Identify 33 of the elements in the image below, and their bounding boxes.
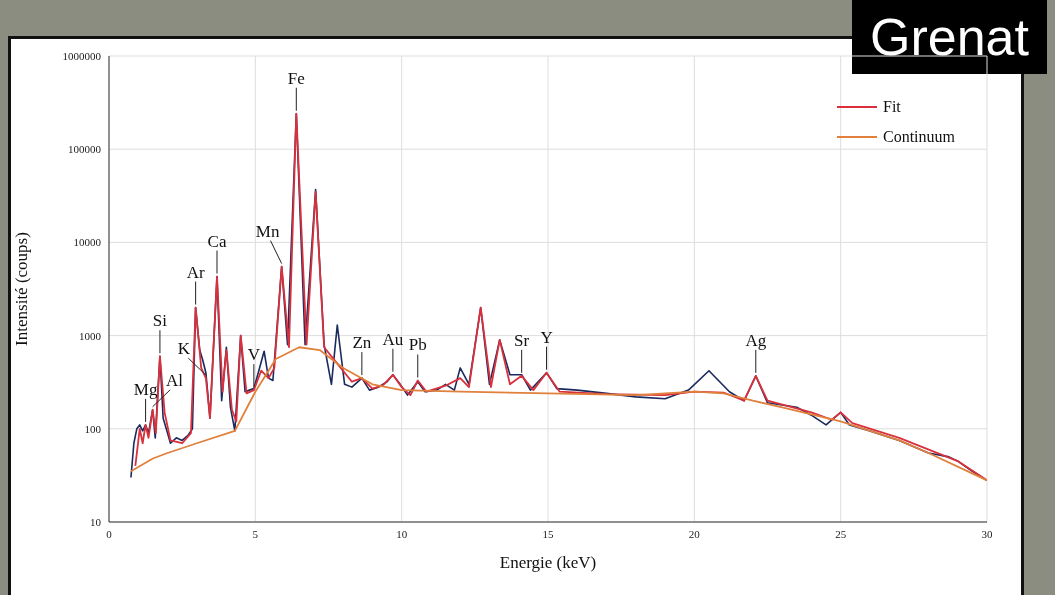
- annotation: Fe: [287, 68, 305, 88]
- x-tick-label: 20: [688, 527, 701, 540]
- annotation: Al: [166, 370, 184, 390]
- annotation: Sr: [514, 330, 530, 350]
- x-tick-label: 25: [835, 527, 847, 540]
- x-tick-label: 5: [252, 527, 259, 540]
- legend-label: Fit: [882, 97, 901, 117]
- x-axis-title: Energie (keV): [499, 553, 597, 572]
- annotation: Ca: [207, 231, 227, 251]
- annotation: Ar: [186, 262, 205, 282]
- x-tick-label: 10: [396, 527, 408, 540]
- annotation: K: [177, 339, 191, 359]
- annotation: Mn: [255, 221, 280, 241]
- y-tick-label: 1000000: [62, 49, 102, 62]
- y-tick-label: 1000: [79, 329, 102, 342]
- annotation: Ag: [745, 330, 767, 350]
- y-axis-title: Intensité (coups): [12, 232, 32, 346]
- legend-label: Continuum: [882, 127, 955, 147]
- x-tick-label: 0: [106, 527, 113, 540]
- annotation: Mg: [133, 379, 158, 399]
- annotation: Si: [152, 311, 168, 331]
- annotation: Au: [382, 329, 404, 349]
- y-tick-label: 10: [90, 515, 102, 528]
- annotation: V: [247, 345, 261, 365]
- x-tick-label: 15: [542, 527, 554, 540]
- y-tick-label: 10000: [73, 236, 102, 249]
- annotation: Zn: [352, 333, 372, 353]
- x-tick-label: 30: [981, 527, 993, 540]
- y-tick-label: 100000: [68, 143, 102, 156]
- chart-title: Grenat: [852, 0, 1047, 74]
- y-tick-label: 100: [84, 422, 102, 435]
- annotation: Pb: [408, 335, 427, 355]
- annotation: Y: [540, 327, 553, 347]
